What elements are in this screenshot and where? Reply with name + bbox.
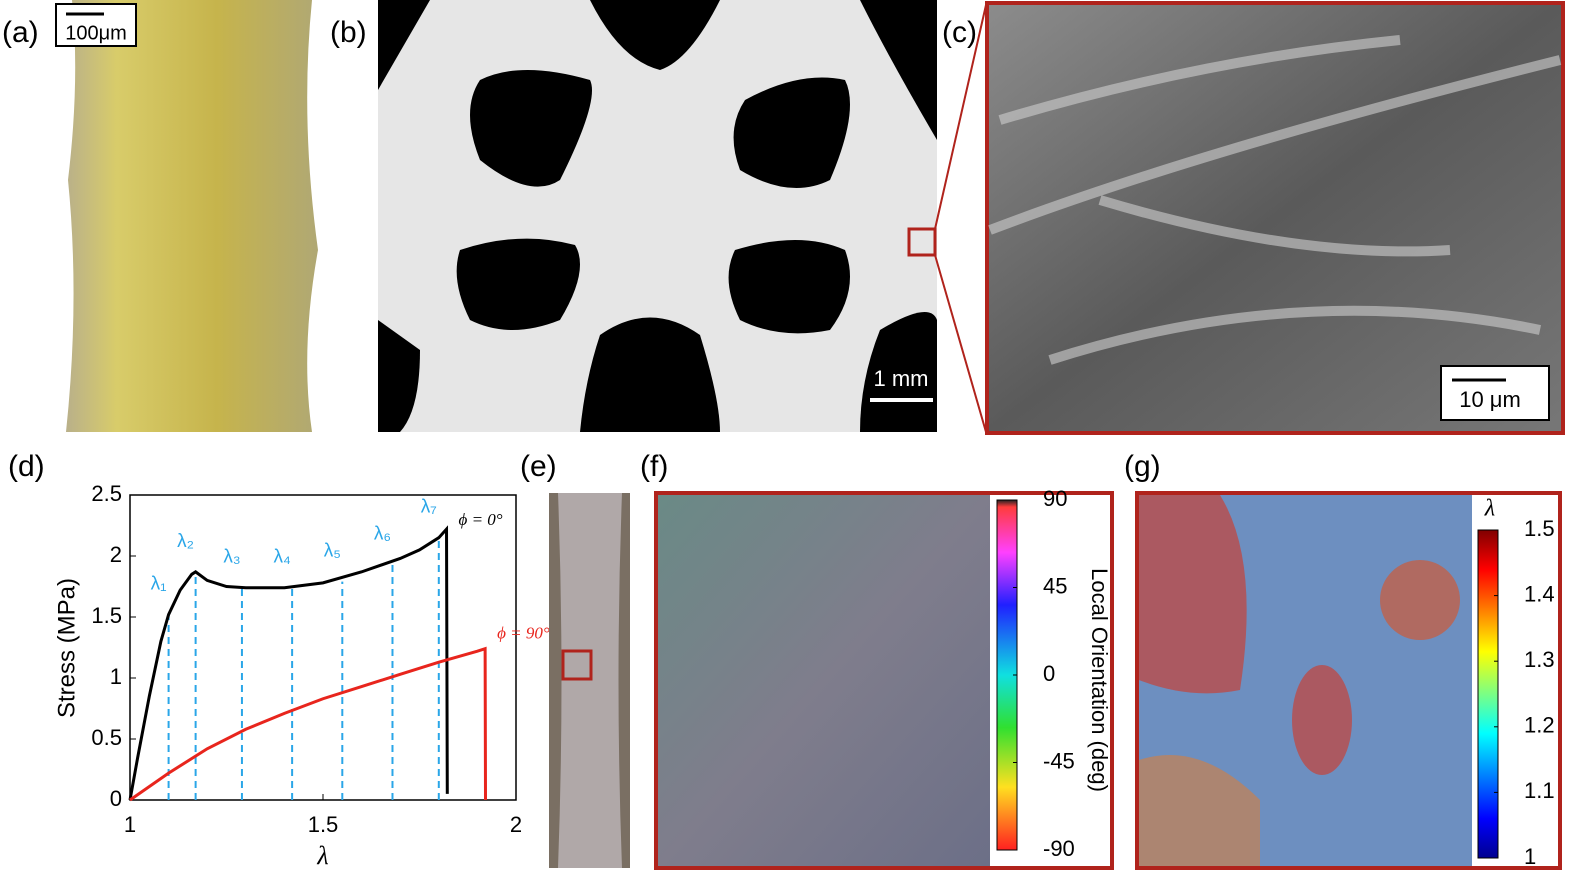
scale-box xyxy=(55,3,137,47)
roi-box xyxy=(561,649,593,681)
colorbar-tick-label: 1.3 xyxy=(1524,647,1555,672)
x-tick-label: 1 xyxy=(124,812,136,837)
colorbar-tick-label: 1.4 xyxy=(1524,581,1555,606)
stage-label: λ₂ xyxy=(177,531,194,552)
scale-text: 100μm xyxy=(65,22,127,44)
y-tick-label: 1 xyxy=(110,664,122,689)
fiber-filament-image xyxy=(66,0,318,432)
y-tick-label: 2 xyxy=(110,542,122,567)
colorbar-label: λ xyxy=(1484,496,1495,522)
panel-f: Local Orientation (deg) (f) xyxy=(640,450,1114,870)
panel-label: (f) xyxy=(640,450,668,483)
x-tick-label: 1.5 xyxy=(308,812,339,837)
series-line xyxy=(128,525,449,801)
panel-label: (d) xyxy=(8,450,45,483)
y-tick-label: 0.5 xyxy=(91,725,122,750)
scale-text: 1 mm xyxy=(874,366,929,391)
series-label: ϕ = 0° xyxy=(459,510,503,529)
y-tick-label: 1.5 xyxy=(91,603,122,628)
colorbar-tick-label: 1 xyxy=(1524,844,1536,869)
colorbar-tick-label: 1.5 xyxy=(1524,516,1555,541)
panel-b: 1 mm (b) xyxy=(330,0,987,433)
x-tick-label: 2 xyxy=(510,812,522,837)
series-line xyxy=(129,646,488,802)
y-axis-label: Stress (MPa) xyxy=(53,578,80,718)
orientation-map xyxy=(658,495,990,866)
panel-label: (g) xyxy=(1124,450,1161,483)
zoom-box xyxy=(907,227,937,257)
stage-label: λ₄ xyxy=(273,547,291,568)
panel-a: 100μm (a) xyxy=(2,0,318,432)
panel-d: (d) Stress (MPa) λ 1 1.5 2 0 0.5 1 1.5 2 2.5 λ₁ λ₂… xyxy=(8,450,550,870)
colorbar-label: Local Orientation (deg) xyxy=(1087,568,1112,792)
panel-c: 10 μm (c) xyxy=(942,1,1565,435)
panel-label: (c) xyxy=(942,16,977,49)
panel-label: (e) xyxy=(520,450,557,483)
stage-label: λ₁ xyxy=(151,574,167,595)
panel-label: (a) xyxy=(2,16,39,49)
colorbar-tick-label: 1.2 xyxy=(1524,713,1555,738)
scale-text: 10 μm xyxy=(1459,387,1521,412)
sem-image xyxy=(985,1,1565,435)
colorbar-tick-label: 0 xyxy=(1043,661,1055,686)
colorbar xyxy=(1477,529,1499,859)
series-label: ϕ = 90° xyxy=(497,624,550,643)
stage-label: λ₅ xyxy=(324,541,341,562)
colorbar-tick-label: 45 xyxy=(1043,573,1067,598)
y-tick-label: 2.5 xyxy=(91,481,122,506)
panel-label: (b) xyxy=(330,16,367,49)
stage-label: λ₆ xyxy=(374,524,391,545)
y-tick-label: 0 xyxy=(110,786,122,811)
stage-label: λ₃ xyxy=(223,547,240,568)
panel-e: (e) xyxy=(520,450,630,868)
colorbar-tick-label: 90 xyxy=(1043,486,1067,511)
panel-g: λ (g) xyxy=(1124,450,1562,870)
colorbar-tick-label: -45 xyxy=(1043,748,1075,773)
stage-label: λ₇ xyxy=(421,497,437,518)
colorbar-tick-label: 1.1 xyxy=(1524,778,1555,803)
colorbar-tick-label: -90 xyxy=(1043,836,1075,861)
x-axis-label: λ xyxy=(316,841,328,870)
